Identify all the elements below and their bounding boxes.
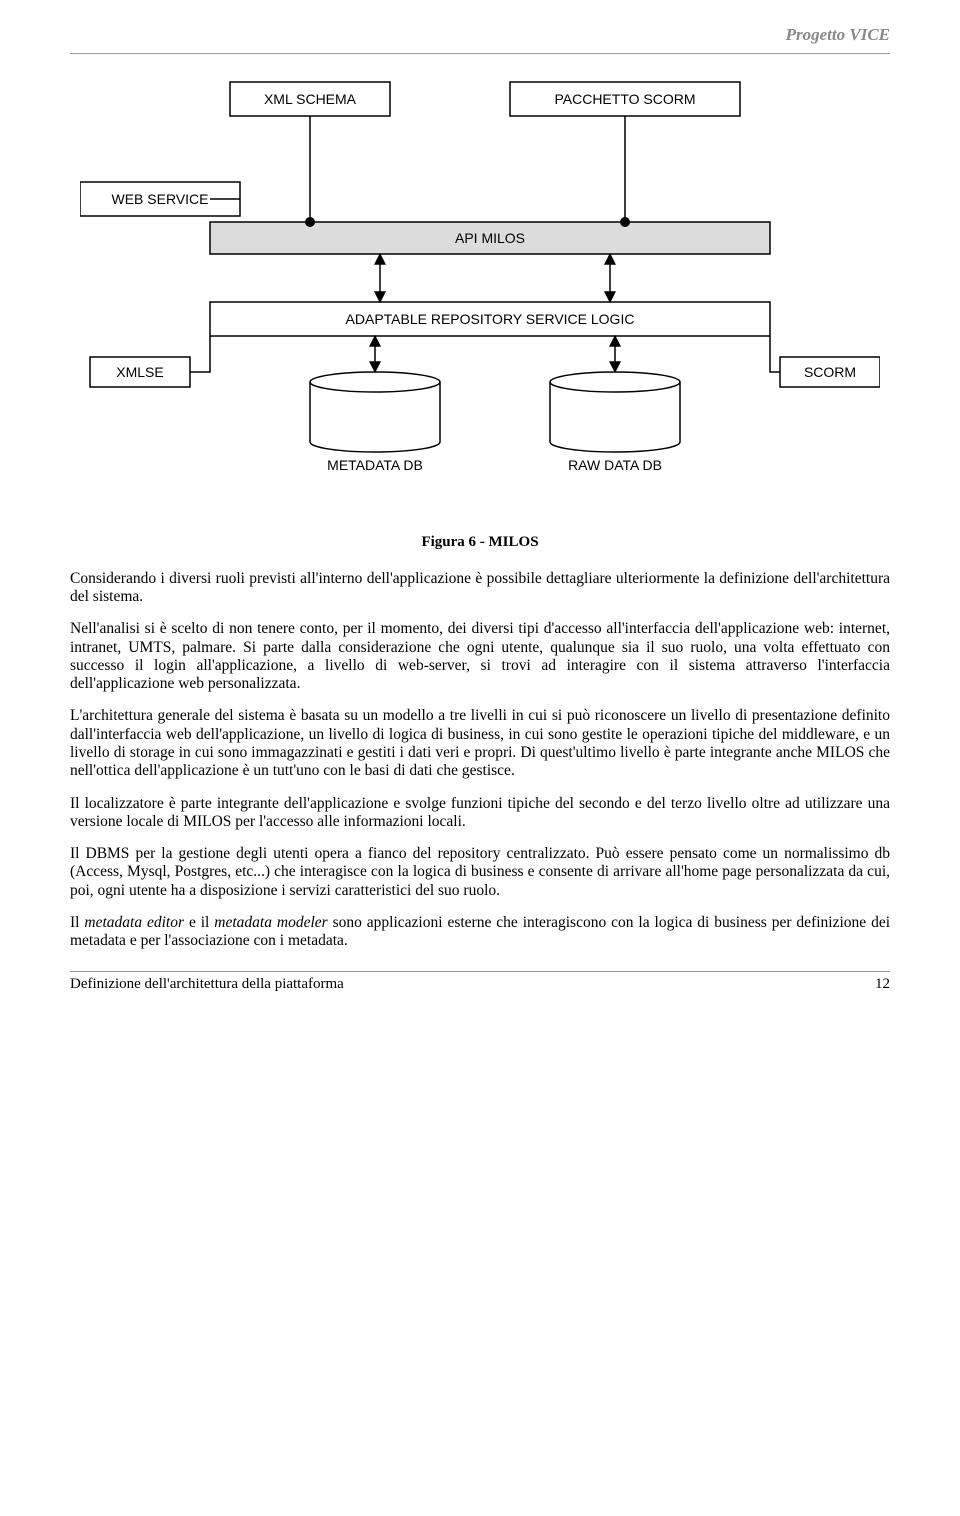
footer-divider (70, 971, 890, 972)
svg-text:SCORM: SCORM (804, 364, 856, 380)
project-title: Progetto VICE (70, 25, 890, 45)
p6-text-b: e il (184, 914, 214, 931)
header-divider (70, 53, 890, 54)
p6-em-1: metadata editor (84, 914, 184, 931)
svg-text:API MILOS: API MILOS (455, 230, 525, 246)
svg-text:WEB SERVICE: WEB SERVICE (112, 191, 209, 207)
paragraph-1: Considerando i diversi ruoli previsti al… (70, 570, 890, 607)
paragraph-2: Nell'analisi si è scelto di non tenere c… (70, 620, 890, 693)
footer-page: 12 (875, 976, 890, 994)
figure-caption: Figura 6 - MILOS (70, 534, 890, 552)
p6-em-2: metadata modeler (214, 914, 327, 931)
paragraph-3: L'architettura generale del sistema è ba… (70, 707, 890, 780)
paragraph-5: Il DBMS per la gestione degli utenti ope… (70, 845, 890, 900)
milos-diagram: XML SCHEMA PACCHETTO SCORM WEB SERVICE API … (80, 72, 880, 522)
diagram-container: XML SCHEMA PACCHETTO SCORM WEB SERVICE API … (80, 72, 880, 522)
svg-text:METADATA DB: METADATA DB (327, 457, 423, 473)
svg-text:XML SCHEMA: XML SCHEMA (264, 91, 357, 107)
svg-text:XMLSE: XMLSE (116, 364, 163, 380)
p6-text-a: Il (70, 914, 84, 931)
svg-text:RAW DATA DB: RAW DATA DB (568, 457, 662, 473)
paragraph-6: Il metadata editor e il metadata modeler… (70, 914, 890, 951)
footer: Definizione dell'architettura della piat… (70, 976, 890, 994)
svg-text:ADAPTABLE REPOSITORY SERVICE L: ADAPTABLE REPOSITORY SERVICE LOGIC (346, 311, 635, 327)
paragraph-4: Il localizzatore è parte integrante dell… (70, 795, 890, 832)
svg-text:PACCHETTO SCORM: PACCHETTO SCORM (554, 91, 695, 107)
footer-left: Definizione dell'architettura della piat… (70, 976, 344, 994)
